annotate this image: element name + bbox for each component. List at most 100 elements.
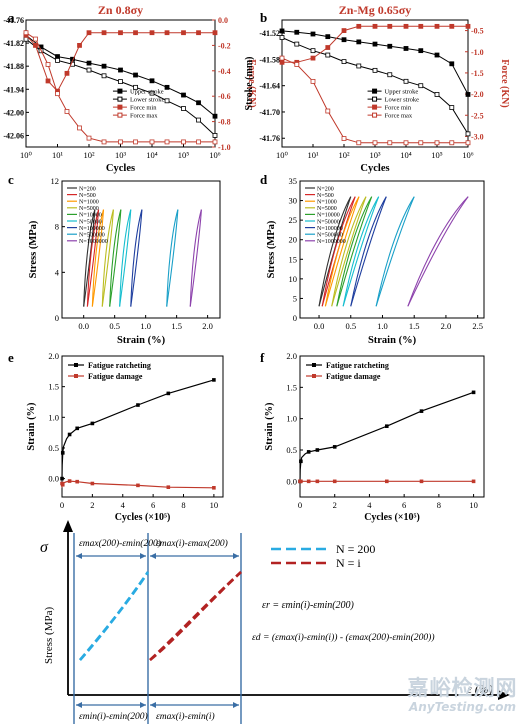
legend-marker [117,88,123,94]
data-point [299,459,303,464]
x-tick-label: 10² [83,150,95,160]
y-tick-label: 1.0 [48,412,59,422]
series-line [281,30,469,95]
data-point [67,479,72,483]
data-point [315,448,320,452]
hysteresis-loop [331,196,367,307]
hysteresis-loop [109,209,122,307]
legend-label: N=1000000 [79,239,108,245]
chart-panel-a: Zn 0.8σy 10⁰ 10¹ 10² 10³ 10⁴ 10⁵ 10⁶ Cycles -41.7… [3,3,257,174]
y-tick-label: 12 [51,176,60,186]
hysteresis-loop [321,196,356,307]
hysteresis-loop [119,209,132,307]
data-point [465,92,471,97]
hysteresis-loop [101,209,114,307]
x-tick-label: 8 [437,500,441,510]
y-tick-label: 10 [289,274,298,284]
data-point [434,52,440,58]
hysteresis-loop [350,196,387,307]
schematic-y-symbol: σ [40,539,49,556]
panel-label-e: e [8,350,14,365]
chart-title: Zn 0.8σy [98,3,143,17]
schematic-y-arrowhead [63,520,73,532]
data-point [133,139,138,145]
y-tick-label: 25 [289,215,298,225]
data-point [118,139,123,145]
data-point [196,117,201,123]
data-point [310,78,316,84]
y2-tick-label: -1.5 [471,69,484,78]
equation-damage: εd = (εmax(i)-εmin(i)) - (εmax(200)-εmin… [252,632,435,643]
data-point [196,30,201,36]
panel-label-f: f [260,350,265,365]
legend-label: N=50000 [317,219,340,225]
hysteresis-loop [189,209,202,307]
legend-marker [312,363,316,367]
x-tick-label: 4 [121,500,126,510]
legend-label: N=50000 [79,219,102,225]
y-axis-label: Stroke (mm) [244,57,255,111]
data-point [356,140,362,146]
data-point [55,54,60,59]
legend-label: Lower stroke [385,97,420,104]
data-point [118,79,123,84]
data-point [325,52,331,58]
series-line [281,37,469,135]
data-point [418,48,424,54]
data-point [418,140,424,146]
data-point [181,92,186,98]
chart-panel-b: Zn-Mg 0.65σy 10⁰ 10¹ 10² 10³ 10⁴ 10⁵ 10⁶ Cycles -… [244,3,510,174]
y-tick-label: 5 [293,293,297,303]
data-point [136,403,140,407]
x-tick-label: 1.5 [171,321,182,331]
data-point [471,390,476,395]
data-point [23,36,29,42]
x-tick-label: 10³ [115,150,127,160]
x-tick-label: 10³ [369,150,381,160]
y-tick-label: -41.76 [3,16,24,25]
panel-label-a: a [8,10,15,25]
x-tick-label: 0.0 [78,321,89,331]
bracket-top-left-label: εmax(200)-εmin(200) [79,538,161,549]
data-point [310,48,316,54]
data-point [55,58,60,63]
data-point [418,23,424,29]
loop-ni-lower [149,571,242,662]
bracket-top-right-label: εmax(i)-εmax(200) [156,538,228,549]
data-point [325,108,331,114]
x-tick-label: 10⁴ [146,150,158,160]
hysteresis-loop [407,196,469,307]
data-point [449,23,455,29]
arrow [140,553,146,559]
hysteresis-loop [324,196,360,307]
data-point [332,479,337,484]
data-point [33,43,38,48]
legend-marker [372,96,378,102]
x-axis-label: Cycles (×10⁵) [115,512,171,523]
x-tick-label: 0 [298,500,302,510]
hysteresis-loop [336,196,373,307]
data-point [149,78,155,84]
x-tick-label: 10¹ [52,150,64,160]
legend-label: N=500000 [79,233,105,239]
y-tick-label: -41.64 [259,82,280,91]
data-point [306,450,311,454]
data-point [403,140,409,146]
legend-marker [74,363,78,367]
x-tick-label: 2.5 [472,321,483,331]
data-point [356,23,362,29]
legend-label: Lower stroke [130,97,165,104]
data-point [315,479,320,484]
plot-frame [281,19,469,148]
data-point [149,30,155,36]
legend-label: Force max [385,113,413,120]
y2-tick-label: -2.5 [471,111,484,120]
y-tick-label: -41.52 [259,29,280,38]
panel-label-b: b [260,10,267,25]
data-point [325,34,331,40]
x-tick-label: 10 [210,500,219,510]
data-point [212,139,218,145]
x-axis-label: Cycles [360,163,389,174]
data-point [212,378,216,382]
